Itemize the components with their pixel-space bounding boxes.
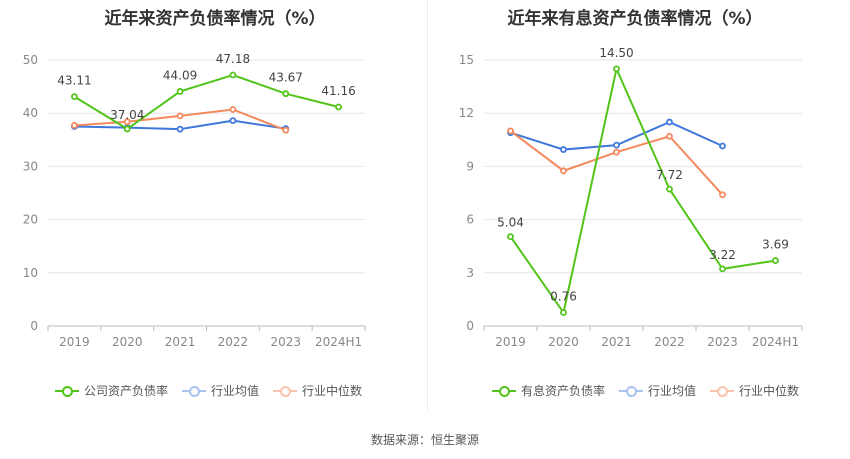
x-tick-label: 2019	[495, 335, 526, 349]
left-chart-title: 近年来资产负债率情况（%）	[104, 9, 326, 29]
data-point	[666, 132, 673, 140]
legend-label: 公司资产负债率	[84, 384, 169, 398]
data-point	[229, 117, 237, 125]
data-point	[613, 148, 620, 156]
data-label: 43.11	[57, 74, 91, 88]
y-tick-label: 9	[466, 159, 474, 173]
legend-label: 行业中位数	[302, 384, 363, 398]
legend-item-company-debt-ratio[interactable]: 公司资产负债率	[55, 382, 168, 399]
y-tick-label: 0	[30, 319, 38, 333]
legend-marker-orange	[273, 385, 298, 397]
series-line	[509, 130, 724, 196]
y-tick-label: 50	[23, 53, 38, 67]
data-label: 14.50	[599, 46, 633, 60]
legend-marker-orange	[710, 385, 735, 397]
data-point	[613, 141, 620, 149]
data-label: 7.72	[656, 168, 683, 182]
panel-divider	[427, 0, 428, 410]
data-point	[507, 127, 514, 135]
data-point	[560, 146, 567, 153]
legend-label: 行业中位数	[739, 384, 800, 398]
x-tick-label: 2020	[112, 335, 143, 349]
data-point	[176, 88, 184, 95]
data-label: 5.04	[497, 216, 524, 230]
data-label: 43.67	[269, 71, 303, 85]
legend-item-industry-average[interactable]: 行业均值	[182, 382, 259, 399]
legend-item-industry-median[interactable]: 行业中位数	[273, 382, 362, 399]
y-tick-label: 20	[23, 213, 38, 227]
data-point	[719, 191, 726, 199]
data-point	[229, 71, 237, 79]
data-point	[560, 167, 567, 175]
data-point	[560, 309, 567, 316]
data-point	[772, 257, 779, 264]
data-point	[719, 142, 726, 150]
data-point	[282, 126, 290, 134]
legend-label: 行业均值	[648, 384, 697, 398]
data-point	[71, 122, 78, 129]
legend-item-industry-average[interactable]: 行业均值	[619, 382, 696, 399]
legend-label: 行业均值	[211, 384, 260, 398]
x-tick-label: 2023	[707, 335, 738, 349]
data-point	[229, 106, 237, 113]
data-label: 47.18	[216, 52, 250, 66]
legend-marker-green	[55, 385, 79, 397]
left-legend: 公司资产负债率 行业均值 行业中位数	[55, 382, 376, 399]
data-point	[123, 125, 131, 133]
y-tick-label: 10	[23, 266, 38, 280]
data-label: 41.16	[321, 84, 355, 98]
x-tick-label: 2021	[165, 335, 196, 349]
data-point	[719, 265, 726, 273]
data-point	[176, 125, 184, 133]
legend-item-interest-debt-ratio[interactable]: 有息资产负债率	[492, 382, 605, 399]
right-legend: 有息资产负债率 行业均值 行业中位数	[492, 382, 813, 399]
x-tick-label: 2023	[270, 335, 301, 349]
data-label: 0.76	[550, 290, 577, 304]
right-chart-title: 近年来有息资产负债率情况（%）	[507, 9, 763, 29]
y-tick-label: 30	[23, 159, 38, 173]
x-tick-label: 2020	[548, 335, 579, 349]
data-point	[282, 90, 290, 98]
data-source-note: 数据来源：恒生聚源	[370, 433, 479, 447]
x-tick-label: 2024H1	[315, 335, 362, 349]
data-point	[176, 112, 184, 120]
y-tick-label: 3	[466, 266, 474, 280]
data-point	[666, 118, 673, 126]
data-point	[335, 103, 342, 111]
legend-item-industry-median[interactable]: 行业中位数	[710, 382, 799, 399]
data-point	[507, 233, 514, 241]
y-tick-label: 6	[466, 213, 474, 227]
legend-marker-blue	[182, 385, 207, 397]
data-point	[71, 93, 78, 101]
x-tick-label: 2021	[601, 335, 632, 349]
data-label: 37.04	[110, 108, 144, 122]
data-point	[123, 118, 131, 126]
y-tick-label: 40	[23, 106, 38, 120]
x-tick-label: 2024H1	[752, 335, 799, 349]
y-tick-label: 12	[459, 106, 474, 120]
data-label: 3.69	[762, 238, 789, 252]
x-tick-label: 2022	[654, 335, 685, 349]
data-label: 44.09	[163, 68, 197, 82]
series-line	[509, 65, 776, 315]
legend-label: 有息资产负债率	[521, 384, 606, 398]
data-point	[613, 65, 620, 73]
data-point	[666, 185, 673, 193]
legend-marker-blue	[619, 385, 644, 397]
x-tick-label: 2019	[59, 335, 90, 349]
legend-marker-green	[492, 385, 516, 397]
y-tick-label: 0	[466, 319, 474, 333]
y-tick-label: 15	[459, 53, 474, 67]
x-tick-label: 2022	[218, 335, 249, 349]
series-line	[73, 73, 339, 131]
data-label: 3.22	[709, 248, 736, 262]
